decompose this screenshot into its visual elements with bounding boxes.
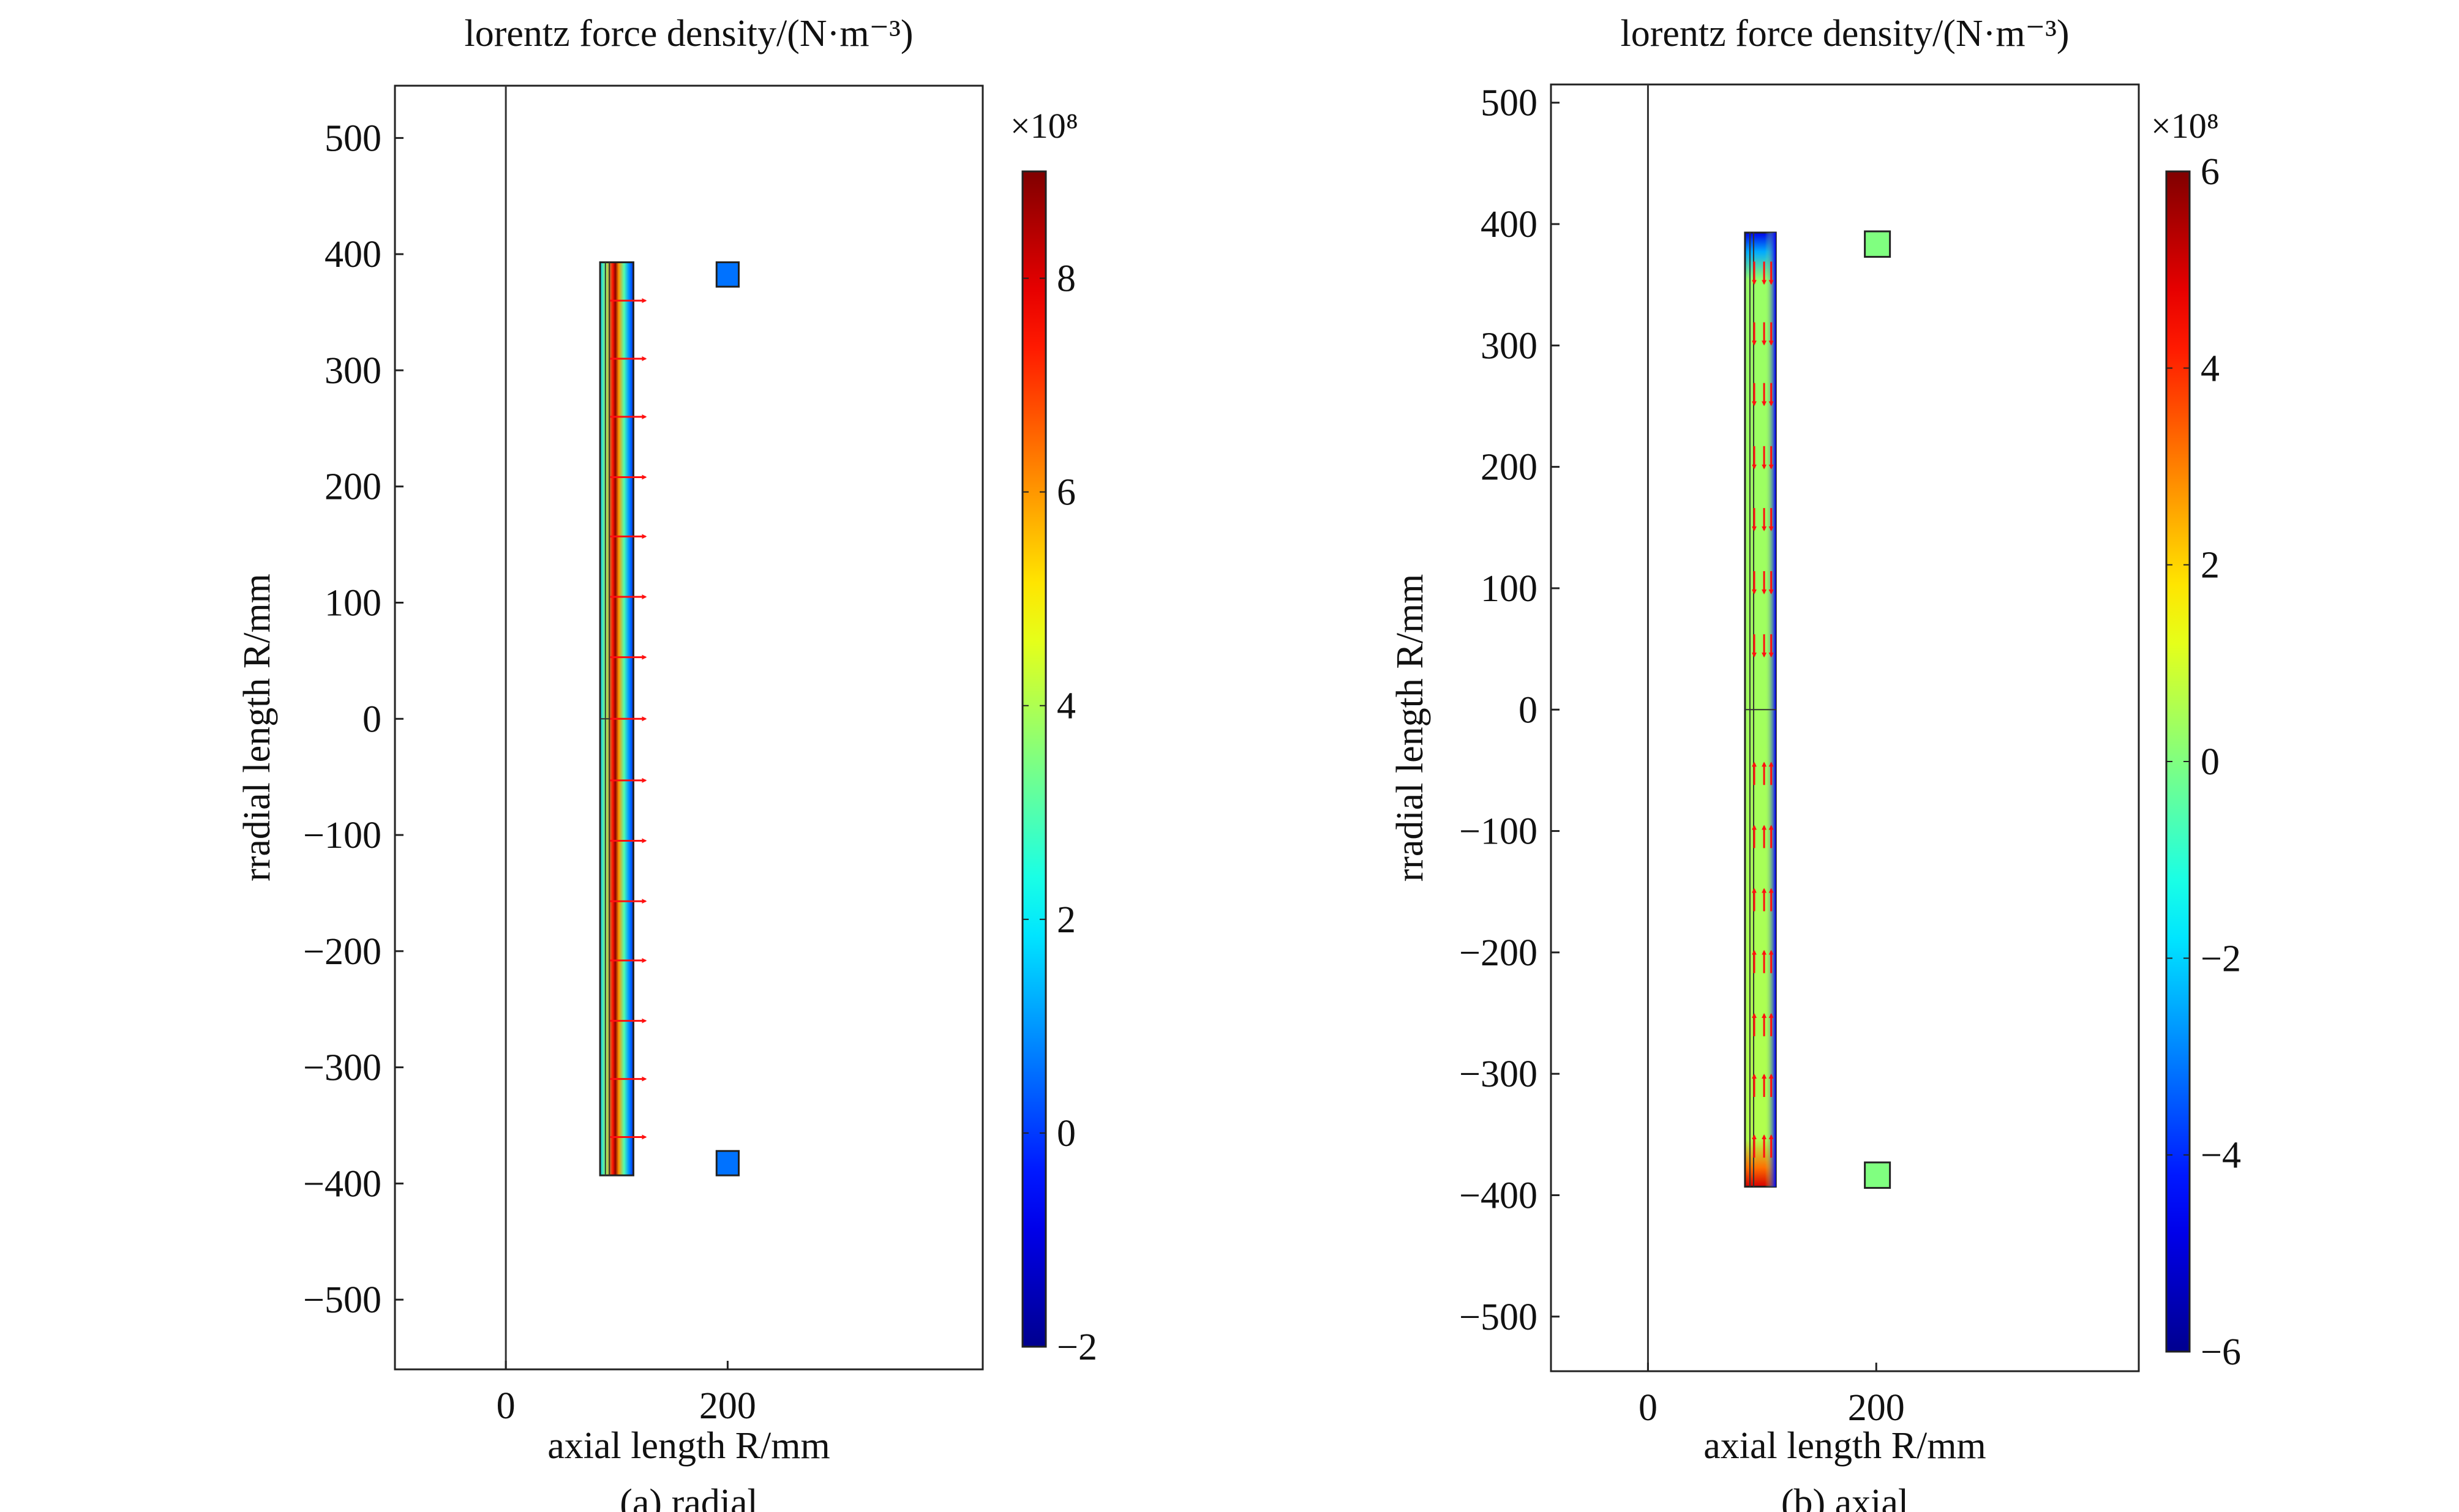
- colorbar-tick-label: 4: [1057, 686, 1076, 727]
- y-tick-label: −100: [1459, 811, 1537, 853]
- colorbar-tick-label: −2: [2201, 938, 2241, 979]
- x-tick-label: 200: [699, 1385, 756, 1427]
- x-tick-label: 0: [1639, 1387, 1657, 1429]
- colorbar-tick-label: −4: [2201, 1135, 2241, 1177]
- lower-square: [1864, 1161, 1891, 1189]
- colorbar-tick-label: 6: [2201, 151, 2220, 193]
- colorbar-tick-label: −2: [1057, 1327, 1097, 1368]
- y-tick-label: 500: [325, 118, 381, 159]
- y-tick-label: −400: [303, 1163, 381, 1205]
- y-axis-label: rradial length R/mm: [1389, 574, 1431, 882]
- y-tick-label: 100: [325, 582, 381, 624]
- y-tick-label: 500: [1481, 83, 1537, 124]
- y-tick-label: 0: [362, 698, 381, 740]
- lower-square: [715, 1150, 740, 1177]
- colorbar-tick-label: 2: [1057, 899, 1076, 941]
- colorbar-multiplier: ×10⁸: [1010, 106, 1078, 146]
- colorbar-tick-label: 8: [1057, 258, 1076, 300]
- plot-area: [1550, 83, 2140, 1372]
- y-tick-label: 300: [1481, 325, 1537, 367]
- y-tick-label: −500: [1459, 1297, 1537, 1338]
- y-tick-label: −200: [303, 931, 381, 973]
- x-axis-label: axial length R/mm: [1703, 1425, 1986, 1467]
- x-axis-label: axial length R/mm: [547, 1425, 830, 1467]
- y-axis-label: rradial length R/mm: [236, 574, 278, 881]
- colorbar-tick-label: 0: [1057, 1113, 1076, 1155]
- chart-panel-axial: lorentz force density/(N·m⁻³) 500 400 300 20…: [1230, 0, 2459, 1512]
- y-tick-label: −200: [1459, 932, 1537, 974]
- chart-panel-radial: lorentz force density/(N·m⁻³) 500 400 300 20…: [236, 13, 1097, 1512]
- colorbar-tick-label: 6: [1057, 472, 1076, 514]
- chart-title: lorentz force density/(N·m⁻³): [1620, 13, 2069, 54]
- upper-square: [715, 261, 740, 288]
- colorbar: [1021, 170, 1047, 1348]
- plot-area: [394, 84, 984, 1371]
- y-tick-label: −100: [303, 815, 381, 856]
- colorbar-tick-label: −6: [2201, 1331, 2241, 1373]
- x-tick-label: 200: [1848, 1387, 1905, 1429]
- colorbar-tick-label: 0: [2201, 741, 2220, 783]
- x-tick-label: 0: [497, 1385, 516, 1427]
- y-tick-label: 200: [325, 466, 381, 508]
- upper-square: [1864, 230, 1891, 258]
- chart-title: lorentz force density/(N·m⁻³): [464, 13, 913, 54]
- colorbar-multiplier: ×10⁸: [2151, 106, 2219, 146]
- colorbar-tick-label: 4: [2201, 348, 2220, 389]
- radial-chart-svg: lorentz force density/(N·m⁻³)50040030020…: [236, 13, 1097, 1512]
- y-tick-label: 100: [1481, 568, 1537, 610]
- y-tick-label: −500: [303, 1279, 381, 1321]
- y-tick-label: 0: [1519, 689, 1537, 731]
- colorbar-tick-label: 2: [2201, 545, 2220, 586]
- y-tick-label: −300: [1459, 1054, 1537, 1095]
- y-tick-label: −400: [1459, 1175, 1537, 1216]
- panel-caption: (b) axial: [1781, 1482, 1909, 1512]
- panel-caption: (a) radial: [620, 1482, 757, 1512]
- axial-chart-svg: lorentz force density/(N·m⁻³)50040030020…: [1389, 13, 2241, 1512]
- y-tick-label: 400: [1481, 204, 1537, 245]
- y-tick-label: 300: [325, 350, 381, 392]
- y-tick-label: −300: [303, 1047, 381, 1089]
- y-tick-label: 400: [325, 234, 381, 275]
- y-tick-label: 200: [1481, 447, 1537, 488]
